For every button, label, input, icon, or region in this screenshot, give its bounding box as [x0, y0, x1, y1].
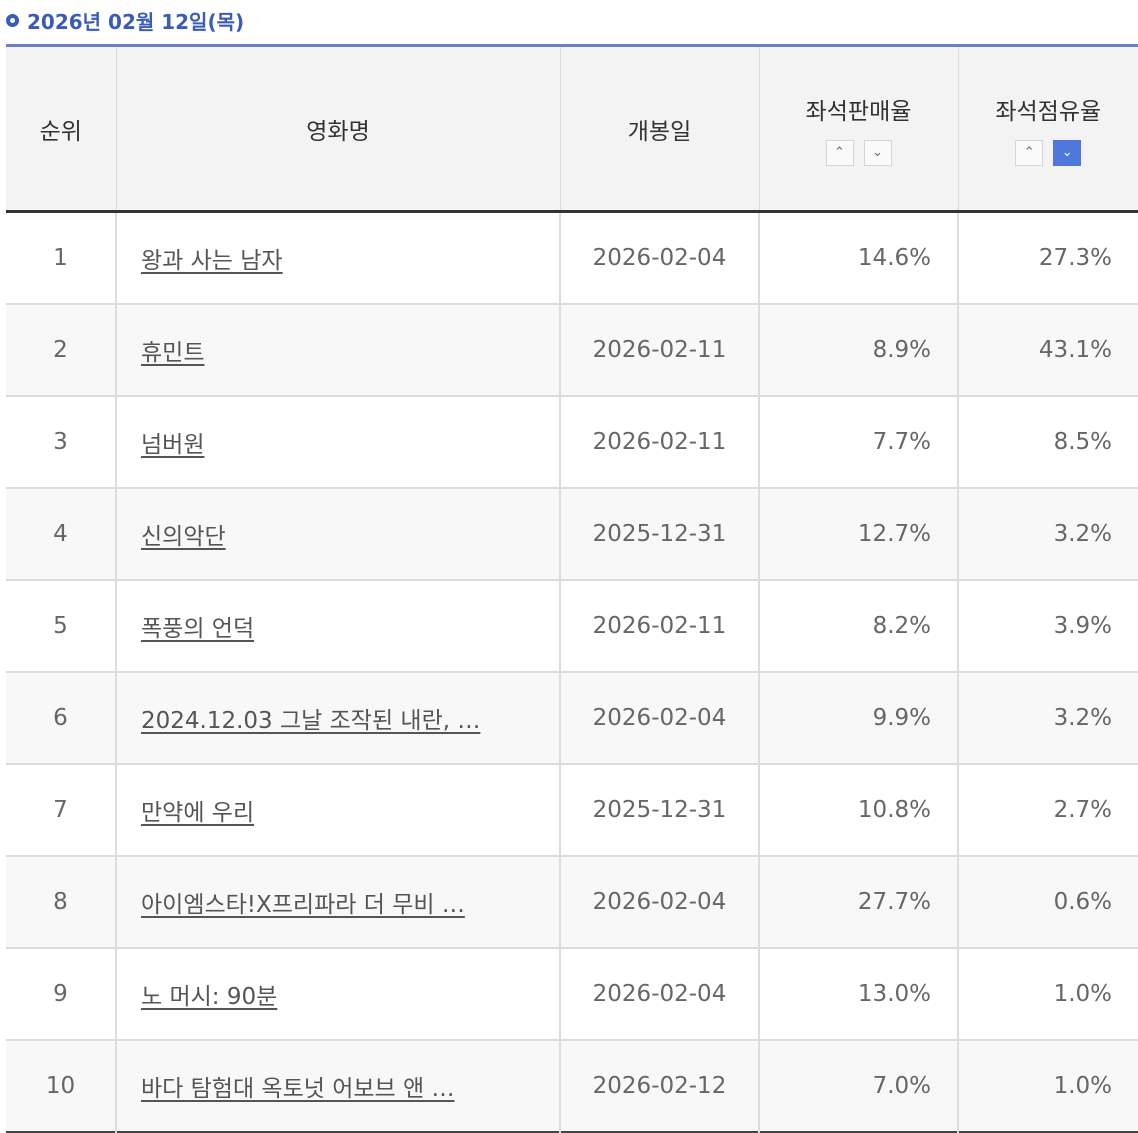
seat-sales-rate-cell: 12.7% [758, 487, 959, 580]
release-date-cell: 2026-02-12 [559, 1039, 760, 1132]
table-row: 2 휴민트 2026-02-11 8.9% 43.1% [6, 303, 1138, 396]
release-date-cell: 2025-12-31 [559, 487, 760, 580]
seat-share-rate-cell: 3.2% [957, 487, 1138, 580]
chevron-up-icon: ⌃ [834, 145, 845, 160]
sort-controls-share: ⌃ ⌄ [960, 139, 1138, 166]
movie-title-link[interactable]: 바다 탐험대 옥토넛 어보브 앤 … [141, 1075, 455, 1102]
title-cell: 신의악단 [115, 487, 561, 580]
movie-title-link[interactable]: 2024.12.03 그날 조작된 내란, … [141, 707, 481, 734]
table-row: 9 노 머시: 90분 2026-02-04 13.0% 1.0% [6, 947, 1138, 1040]
release-date-cell: 2026-02-04 [559, 947, 760, 1040]
rank-cell: 10 [6, 1039, 117, 1132]
sort-descending-button-active[interactable]: ⌄ [1053, 139, 1082, 166]
release-date-cell: 2026-02-04 [559, 211, 760, 304]
seat-sales-rate-cell: 8.2% [758, 579, 959, 672]
seat-sales-rate-cell: 7.7% [758, 395, 959, 488]
column-header-share-rate: 좌석점유율 ⌃ ⌄ [957, 45, 1138, 212]
column-label-sales-rate: 좌석판매율 [805, 98, 912, 125]
sort-descending-button[interactable]: ⌄ [863, 139, 892, 166]
movie-title-link[interactable]: 아이엠스타!X프리파라 더 무비 … [141, 891, 465, 918]
seat-share-rate-cell: 43.1% [957, 303, 1138, 396]
table-row: 10 바다 탐험대 옥토넛 어보브 앤 … 2026-02-12 7.0% 1.0% [6, 1039, 1138, 1132]
movie-title-link[interactable]: 폭풍의 언덕 [141, 615, 255, 642]
title-cell: 바다 탐험대 옥토넛 어보브 앤 … [115, 1039, 561, 1132]
release-date-cell: 2026-02-11 [559, 579, 760, 672]
movie-title-link[interactable]: 넘버원 [141, 431, 205, 458]
seat-share-rate-cell: 3.9% [957, 579, 1138, 672]
column-label-share-rate: 좌석점유율 [995, 98, 1102, 125]
movie-title-link[interactable]: 노 머시: 90분 [141, 983, 278, 1010]
chevron-down-icon: ⌄ [1061, 145, 1073, 160]
seat-sales-rate-cell: 7.0% [758, 1039, 959, 1132]
chevron-down-icon: ⌄ [872, 145, 883, 160]
release-date-cell: 2026-02-04 [559, 671, 760, 764]
column-header-rank: 순위 [6, 45, 117, 212]
rank-cell: 8 [6, 855, 117, 948]
column-label-title: 영화명 [306, 118, 370, 145]
column-header-release: 개봉일 [559, 45, 760, 212]
movie-title-link[interactable]: 신의악단 [141, 523, 226, 550]
seat-share-rate-cell: 2.7% [957, 763, 1138, 856]
seat-share-rate-cell: 8.5% [957, 395, 1138, 488]
ranking-table: 순위 영화명 개봉일 좌석판매율 ⌃ ⌄ 좌석점유율 ⌃ ⌄ [6, 44, 1138, 1133]
rank-cell: 2 [6, 303, 117, 396]
title-cell: 아이엠스타!X프리파라 더 무비 … [115, 855, 561, 948]
seat-share-rate-cell: 3.2% [957, 671, 1138, 764]
seat-sales-rate-cell: 9.9% [758, 671, 959, 764]
table-body: 1 왕과 사는 남자 2026-02-04 14.6% 27.3% 2 휴민트 2026-02… [6, 211, 1138, 1132]
sort-controls-sales: ⌃ ⌄ [761, 139, 957, 166]
seat-share-rate-cell: 0.6% [957, 855, 1138, 948]
table-row: 4 신의악단 2025-12-31 12.7% 3.2% [6, 487, 1138, 580]
title-cell: 휴민트 [115, 303, 561, 396]
circle-bullet-icon [6, 13, 19, 27]
seat-sales-rate-cell: 13.0% [758, 947, 959, 1040]
rank-cell: 6 [6, 671, 117, 764]
movie-title-link[interactable]: 휴민트 [141, 339, 205, 366]
rank-cell: 3 [6, 395, 117, 488]
title-cell: 2024.12.03 그날 조작된 내란, … [115, 671, 561, 764]
rank-cell: 1 [6, 211, 117, 304]
column-label-rank: 순위 [39, 118, 82, 145]
table-row: 7 만약에 우리 2025-12-31 10.8% 2.7% [6, 763, 1138, 856]
table-row: 3 넘버원 2026-02-11 7.7% 8.5% [6, 395, 1138, 488]
table-row: 5 폭풍의 언덕 2026-02-11 8.2% 3.9% [6, 579, 1138, 672]
table-row: 1 왕과 사는 남자 2026-02-04 14.6% 27.3% [6, 211, 1138, 304]
date-heading: 2026년 02월 12일(목) [6, 4, 244, 36]
seat-sales-rate-cell: 27.7% [758, 855, 959, 948]
seat-share-rate-cell: 1.0% [957, 1039, 1138, 1132]
title-cell: 폭풍의 언덕 [115, 579, 561, 672]
movie-title-link[interactable]: 왕과 사는 남자 [141, 247, 283, 274]
column-header-title: 영화명 [115, 45, 561, 212]
ranking-table-container: 순위 영화명 개봉일 좌석판매율 ⌃ ⌄ 좌석점유율 ⌃ ⌄ [6, 44, 1138, 1133]
rank-cell: 4 [6, 487, 117, 580]
release-date-cell: 2026-02-11 [559, 395, 760, 488]
sort-ascending-button[interactable]: ⌃ [1015, 139, 1044, 166]
column-header-sales-rate: 좌석판매율 ⌃ ⌄ [758, 45, 959, 212]
rank-cell: 7 [6, 763, 117, 856]
date-label: 2026년 02월 12일(목) [27, 9, 245, 34]
seat-share-rate-cell: 27.3% [957, 211, 1138, 304]
release-date-cell: 2025-12-31 [559, 763, 760, 856]
table-row: 8 아이엠스타!X프리파라 더 무비 … 2026-02-04 27.7% 0.6% [6, 855, 1138, 948]
release-date-cell: 2026-02-11 [559, 303, 760, 396]
title-cell: 왕과 사는 남자 [115, 211, 561, 304]
column-label-release: 개봉일 [627, 118, 692, 145]
chevron-up-icon: ⌃ [1023, 145, 1035, 160]
movie-title-link[interactable]: 만약에 우리 [141, 799, 255, 826]
rank-cell: 5 [6, 579, 117, 672]
rank-cell: 9 [6, 947, 117, 1040]
sort-ascending-button[interactable]: ⌃ [825, 139, 854, 166]
title-cell: 넘버원 [115, 395, 561, 488]
release-date-cell: 2026-02-04 [559, 855, 760, 948]
seat-sales-rate-cell: 14.6% [758, 211, 959, 304]
table-row: 6 2024.12.03 그날 조작된 내란, … 2026-02-04 9.9% 3.… [6, 671, 1138, 764]
title-cell: 만약에 우리 [115, 763, 561, 856]
title-cell: 노 머시: 90분 [115, 947, 561, 1040]
seat-share-rate-cell: 1.0% [957, 947, 1138, 1040]
table-header-row: 순위 영화명 개봉일 좌석판매율 ⌃ ⌄ 좌석점유율 ⌃ ⌄ [6, 45, 1138, 212]
seat-sales-rate-cell: 8.9% [758, 303, 959, 396]
seat-sales-rate-cell: 10.8% [758, 763, 959, 856]
